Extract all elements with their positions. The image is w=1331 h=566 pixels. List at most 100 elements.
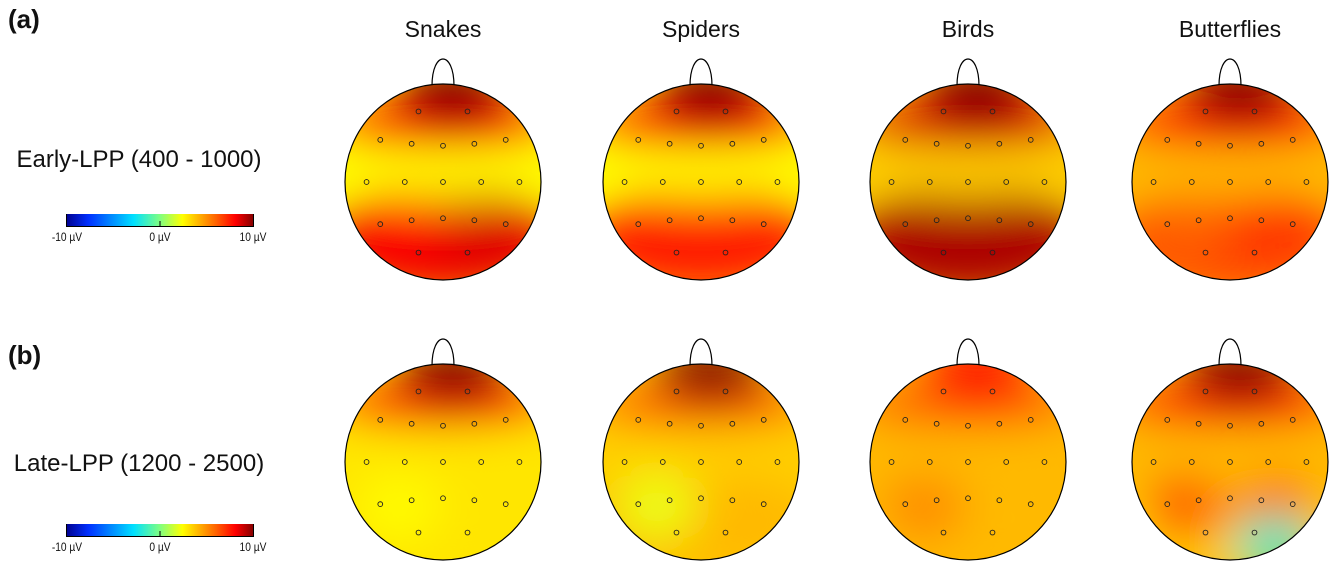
nose-outline bbox=[956, 58, 980, 87]
electrode-marker bbox=[1258, 140, 1265, 147]
colorbar-b-max: 10 µV bbox=[239, 540, 267, 554]
electrode-marker bbox=[408, 497, 415, 504]
electrode-marker bbox=[1289, 417, 1296, 423]
electrode-marker bbox=[666, 140, 673, 147]
electrode-marker bbox=[1202, 249, 1209, 256]
electrode-marker bbox=[902, 417, 909, 423]
electrode-marker bbox=[377, 221, 384, 227]
electrode-marker bbox=[1227, 459, 1233, 465]
electrode-marker bbox=[989, 388, 996, 395]
electrode-marker bbox=[408, 140, 415, 147]
head-outline bbox=[344, 83, 542, 281]
electrode-marker bbox=[1303, 459, 1310, 465]
electrode-marker bbox=[1303, 179, 1310, 185]
head-outline bbox=[869, 363, 1067, 561]
electrode-marker bbox=[760, 221, 767, 227]
panel-label-a: (a) bbox=[8, 4, 40, 34]
electrode-marker bbox=[1258, 420, 1265, 427]
electrode-marker bbox=[502, 417, 509, 423]
electrode-marker bbox=[1258, 497, 1265, 504]
electrode-marker bbox=[736, 179, 743, 185]
nose-outline bbox=[431, 58, 455, 87]
nose-outline bbox=[431, 338, 455, 367]
column-title-birds: Birds bbox=[941, 16, 995, 42]
electrode-marker bbox=[926, 179, 933, 185]
electrode-marker bbox=[635, 221, 642, 227]
electrode-marker bbox=[1227, 422, 1233, 429]
electrode-marker bbox=[408, 217, 415, 224]
electrode-marker bbox=[940, 529, 947, 536]
electrode-marker bbox=[635, 137, 642, 143]
electrode-marker bbox=[1150, 459, 1157, 465]
electrode-marker bbox=[1195, 420, 1202, 427]
electrode-marker bbox=[377, 501, 384, 507]
electrode-marker bbox=[440, 495, 446, 502]
electrode-marker bbox=[471, 420, 478, 427]
electrode-marker bbox=[516, 179, 523, 185]
electrode-marker bbox=[440, 459, 446, 465]
electrode-marker bbox=[464, 529, 471, 536]
topomap-spiders-late bbox=[602, 338, 800, 561]
electrode-marker bbox=[673, 388, 680, 395]
nose-outline bbox=[1218, 58, 1242, 87]
electrode-marker bbox=[933, 140, 940, 147]
electrode-marker bbox=[415, 249, 422, 256]
electrode-marker bbox=[888, 459, 895, 465]
electrode-marker bbox=[760, 417, 767, 423]
electrode-marker bbox=[722, 529, 729, 536]
electrode-marker bbox=[722, 108, 729, 115]
electrode-marker bbox=[1164, 221, 1171, 227]
electrode-marker bbox=[902, 137, 909, 143]
electrode-marker bbox=[989, 249, 996, 256]
colorbar-b bbox=[66, 524, 254, 537]
electrode-marker bbox=[464, 108, 471, 115]
electrode-marker bbox=[989, 108, 996, 115]
electrode-marker bbox=[635, 417, 642, 423]
nose-outline bbox=[1218, 338, 1242, 367]
electrode-marker bbox=[415, 529, 422, 536]
topomap-birds-early bbox=[869, 58, 1067, 281]
electrode-marker bbox=[659, 179, 666, 185]
electrode-marker bbox=[965, 422, 971, 429]
electrode-marker bbox=[363, 179, 370, 185]
head-outline bbox=[602, 363, 800, 561]
electrode-marker bbox=[996, 217, 1003, 224]
electrode-marker bbox=[1195, 140, 1202, 147]
electrode-marker bbox=[415, 108, 422, 115]
electrode-marker bbox=[996, 420, 1003, 427]
electrode-marker bbox=[377, 137, 384, 143]
electrode-marker bbox=[965, 142, 971, 149]
electrode-marker bbox=[635, 501, 642, 507]
electrode-marker bbox=[1041, 459, 1048, 465]
electrode-marker bbox=[363, 459, 370, 465]
electrode-marker bbox=[502, 221, 509, 227]
electrode-marker bbox=[1265, 459, 1272, 465]
electrode-marker bbox=[902, 501, 909, 507]
head-outline bbox=[602, 83, 800, 281]
nose-outline bbox=[689, 338, 713, 367]
electrode-marker bbox=[760, 137, 767, 143]
electrode-marker bbox=[1289, 221, 1296, 227]
electrode-marker bbox=[698, 215, 704, 222]
electrode-marker bbox=[1227, 495, 1233, 502]
electrode-marker bbox=[1227, 142, 1233, 149]
nose-outline bbox=[689, 58, 713, 87]
electrode-marker bbox=[1027, 501, 1034, 507]
column-title-butterflies: Butterflies bbox=[1178, 16, 1282, 42]
electrode-marker bbox=[940, 388, 947, 395]
electrode-marker bbox=[965, 179, 971, 185]
electrode-marker bbox=[401, 179, 408, 185]
row-title-late-lpp: Late-LPP (1200 - 2500) bbox=[13, 450, 265, 477]
electrode-marker bbox=[996, 497, 1003, 504]
topomap-butterflies-early bbox=[1131, 58, 1329, 281]
electrode-marker bbox=[471, 497, 478, 504]
electrode-marker bbox=[729, 420, 736, 427]
topomap-butterflies-late bbox=[1131, 338, 1329, 561]
electrode-marker bbox=[1289, 501, 1296, 507]
electrode-marker bbox=[933, 420, 940, 427]
topomap-birds-late bbox=[869, 338, 1067, 561]
electrode-marker bbox=[1003, 459, 1010, 465]
electrode-marker bbox=[1251, 249, 1258, 256]
head-outline bbox=[869, 83, 1067, 281]
electrode-marker bbox=[1195, 217, 1202, 224]
